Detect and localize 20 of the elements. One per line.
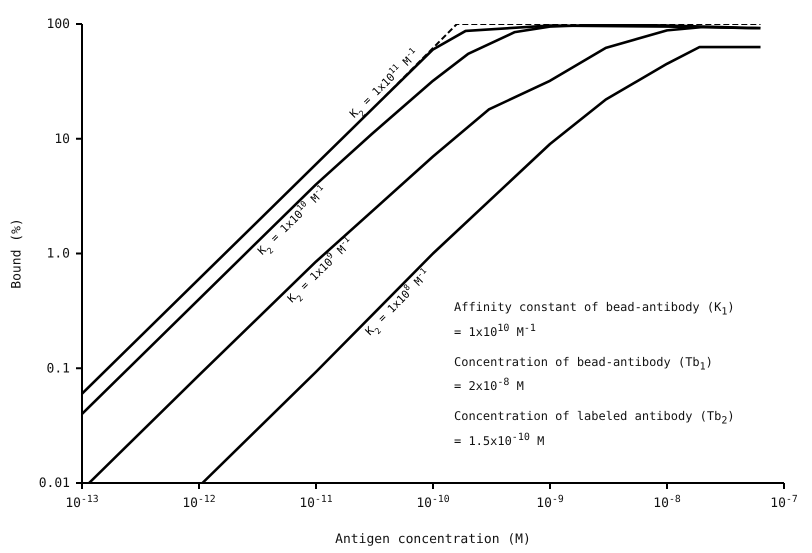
- x-tick-label: 10$^{-11}$: [299, 494, 333, 511]
- annotation: = 1.5x10$^{-10}$ M: [454, 430, 546, 449]
- x-tick-label: 10$^{-12}$: [182, 494, 216, 511]
- y-tick-label: 0.01: [38, 476, 70, 491]
- x-tick-label: 10$^{-10}$: [416, 494, 450, 511]
- annotation: Concentration of labeled antibody (Tb$_{2}$): [454, 408, 735, 429]
- x-tick-label: 10$^{-13}$: [65, 494, 99, 511]
- y-tick-label: 100: [46, 17, 70, 32]
- annotation: Affinity constant of bead-antibody (K$_{1}$): [454, 299, 735, 320]
- y-axis-title: Bound (%): [10, 218, 25, 289]
- x-axis-title: Antigen concentration (M): [335, 532, 531, 547]
- y-tick-label: 0.1: [46, 361, 70, 376]
- y-tick-label: 10: [54, 132, 70, 147]
- x-tick-label: 10$^{-9}$: [536, 494, 564, 511]
- y-tick-label: 1.0: [46, 246, 70, 262]
- x-tick-label: 10$^{-7}$: [770, 494, 798, 511]
- x-tick-label: 10$^{-8}$: [653, 494, 681, 511]
- annotation: Concentration of bead-antibody (Tb$_{1}$): [454, 354, 714, 374]
- annotation: = 1x10$^{10}$ M$^{-1}$: [454, 322, 537, 340]
- annotation: = 2x10$^{-8}$ M: [454, 376, 525, 394]
